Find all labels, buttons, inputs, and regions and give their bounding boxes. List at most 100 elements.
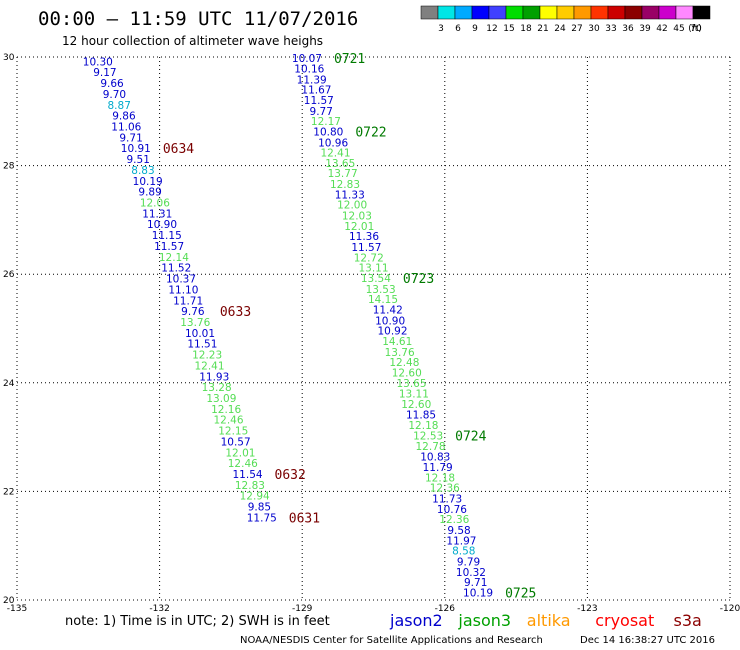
wave-height-value: 12.01 [225,447,255,459]
wave-height-value: 13.76 [180,317,210,329]
wave-height-value: 11.93 [199,371,229,383]
wave-height-value: 11.57 [304,95,334,107]
legend-swatch [675,5,694,20]
wave-height-value: 9.77 [310,106,333,118]
wave-height-value: 12.23 [192,350,222,362]
legend-swatch [573,5,592,20]
wave-height-value: 11.57 [351,242,381,254]
wave-height-value: 14.15 [368,294,398,306]
legend-label: 30 [588,24,600,34]
wave-height-value: 11.42 [373,304,403,316]
wave-height-value: 10.32 [456,567,486,579]
wave-height-value: 10.90 [147,219,177,231]
wave-height-value: 10.37 [166,274,196,286]
chart-title: 00:00 – 11:59 UTC 11/07/2016 [38,8,358,30]
legend-swatch [556,5,575,20]
wave-height-value: 8.87 [108,100,131,112]
wave-height-value: 11.71 [173,295,203,307]
pass-time-label: 0722 [355,125,386,140]
wave-height-value: 12.14 [159,252,189,264]
wave-height-value: 10.16 [294,63,324,75]
wave-height-value: 11.75 [247,512,277,524]
pass-time-label: 0631 [289,511,320,526]
legend-label: (ft) [688,24,702,34]
wave-height-value: 9.86 [112,111,136,123]
legend-label: 15 [503,24,514,34]
wave-height-value: 9.66 [100,78,124,90]
wave-height-value: 10.92 [377,326,407,338]
wave-height-value: 10.30 [83,56,113,68]
legend-label: 12 [486,24,497,34]
wave-height-value: 9.76 [181,306,205,318]
satellite-legend-item: altika [527,611,571,630]
wave-height-value: 11.67 [301,85,331,97]
x-tick-label: -132 [149,604,169,614]
x-tick-label: -123 [577,604,597,614]
pass-time-label: 0634 [163,142,194,157]
legend-swatch [692,5,711,20]
wave-height-value: 9.51 [127,154,150,166]
wave-height-value: 12.83 [330,179,360,191]
axis-tick-labels: -135 -132 -129 -126 -123 -120 20 22 24 26 28 30 [3,53,740,614]
wave-height-value: 11.51 [187,339,217,351]
wave-height-value: 13.53 [366,284,396,296]
wave-height-value: 11.36 [349,231,379,243]
legend-label: 33 [605,24,616,34]
wave-height-value: 13.28 [202,382,232,394]
wave-height-value: 12.72 [354,252,384,264]
legend-swatch [471,5,490,20]
wave-height-value: 10.91 [121,143,151,155]
legend-swatch [607,5,626,20]
credit-org: NOAA/NESDIS Center for Satellite Applica… [240,635,543,646]
legend-label: 39 [639,24,651,34]
y-tick-label: 30 [3,53,15,63]
wave-height-value: 11.15 [152,230,182,242]
wave-height-value: 11.31 [142,208,172,220]
wave-height-value: 11.33 [335,189,365,201]
legend-label: 27 [571,24,582,34]
legend-label: 6 [455,24,461,34]
wave-height-value: 10.90 [375,315,405,327]
wave-height-value: 9.71 [119,132,142,144]
legend-swatch [522,5,541,20]
wave-height-value: 13.11 [358,263,388,275]
wave-height-value: 11.06 [111,122,141,134]
pass-time-label: 0725 [505,586,536,601]
legend-label: 42 [656,24,667,34]
lat-lon-grid [16,56,731,601]
satellite-legend-item: jason3 [457,611,511,630]
credit-timestamp: Dec 14 16:38:27 UTC 2016 [580,635,715,646]
wave-height-value: 12.83 [235,480,265,492]
wave-height-value: 12.06 [140,198,170,210]
legend-label: 21 [537,24,548,34]
legend-swatch [590,5,609,20]
legend-swatch [488,5,507,20]
legend-label: 70 [690,24,702,34]
wave-height-value: 13.11 [399,389,429,401]
wave-height-value: 12.03 [342,211,372,223]
satellite-legend-item: jason2 [389,611,443,630]
wave-height-value: 13.65 [396,378,426,390]
wave-height-value: 12.94 [240,491,270,503]
wave-height-value: 10.01 [185,328,215,340]
wave-height-value: 12.60 [401,399,431,411]
wave-height-value: 11.10 [168,284,198,296]
wave-height-value: 11.79 [423,462,453,474]
wave-height-value: 11.85 [406,409,436,421]
wave-height-value: 13.76 [385,347,415,359]
wave-height-value: 12.36 [430,483,460,495]
wave-height-value: 12.53 [413,430,443,442]
legend-swatch [658,5,677,20]
wave-height-value: 9.79 [457,556,480,568]
wave-height-value: 12.41 [194,360,224,372]
legend-swatch [420,5,439,20]
legend-swatch [437,5,456,20]
wave-height-value: 11.39 [297,74,327,86]
wave-height-value: 11.57 [154,241,184,253]
y-tick-label: 28 [3,162,15,172]
wave-height-value: 11.52 [161,263,191,275]
chart-subtitle: 12 hour collection of altimeter wave hei… [62,34,323,48]
satellite-legend-item: cryosat [595,611,654,630]
wave-height-value: 10.19 [463,587,493,599]
